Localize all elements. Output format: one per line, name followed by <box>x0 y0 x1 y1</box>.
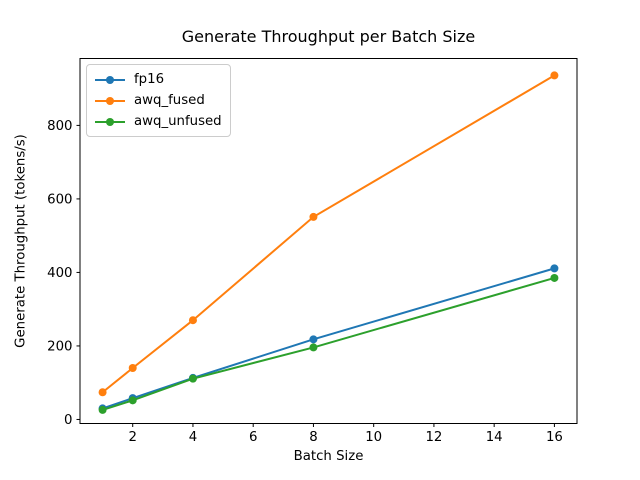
series-marker-awq_fused <box>309 212 318 221</box>
chart-title: Generate Throughput per Batch Size <box>181 27 476 46</box>
x-axis-label: Batch Size <box>293 449 364 464</box>
x-tick-label: 4 <box>189 430 197 445</box>
series-marker-awq_unfused <box>309 343 318 352</box>
legend-item-fp16: fp16 <box>94 69 222 90</box>
y-tick-label: 400 <box>47 266 72 281</box>
plot-border <box>79 58 578 424</box>
series-marker-awq_fused <box>128 363 137 372</box>
x-tick-label: 16 <box>546 430 563 445</box>
legend-label: awq_fused <box>134 93 205 108</box>
series-marker-awq_fused <box>98 388 107 397</box>
y-tick-label: 600 <box>47 192 72 207</box>
y-tick-label: 0 <box>64 413 72 428</box>
series-marker-awq_unfused <box>550 273 559 282</box>
legend: fp16 awq_fused awq_unfused <box>86 64 231 137</box>
legend-item-awq_fused: awq_fused <box>94 90 222 111</box>
series-marker-awq_fused <box>188 316 197 325</box>
legend-item-awq_unfused: awq_unfused <box>94 111 222 132</box>
legend-label: fp16 <box>134 72 165 87</box>
series-marker-fp16 <box>309 335 318 344</box>
legend-line-marker-icon <box>95 75 125 84</box>
y-tick-label: 200 <box>47 339 72 354</box>
x-tick-label: 14 <box>486 430 503 445</box>
legend-line-marker-icon <box>95 117 125 126</box>
series-line-awq_unfused <box>101 276 556 411</box>
series-marker-awq_unfused <box>98 405 107 414</box>
series-marker-awq_fused <box>550 71 559 80</box>
series-marker-fp16 <box>550 264 559 273</box>
x-tick-label: 6 <box>249 430 257 445</box>
x-tick-label: 2 <box>128 430 136 445</box>
x-tick-label: 12 <box>425 430 442 445</box>
x-tick-label: 8 <box>309 430 317 445</box>
y-tick-label: 800 <box>47 119 72 134</box>
x-tick-label: 10 <box>365 430 382 445</box>
legend-label: awq_unfused <box>134 114 222 129</box>
series-marker-awq_unfused <box>128 396 137 405</box>
series-marker-awq_unfused <box>188 374 197 383</box>
legend-line-marker-icon <box>95 96 125 105</box>
